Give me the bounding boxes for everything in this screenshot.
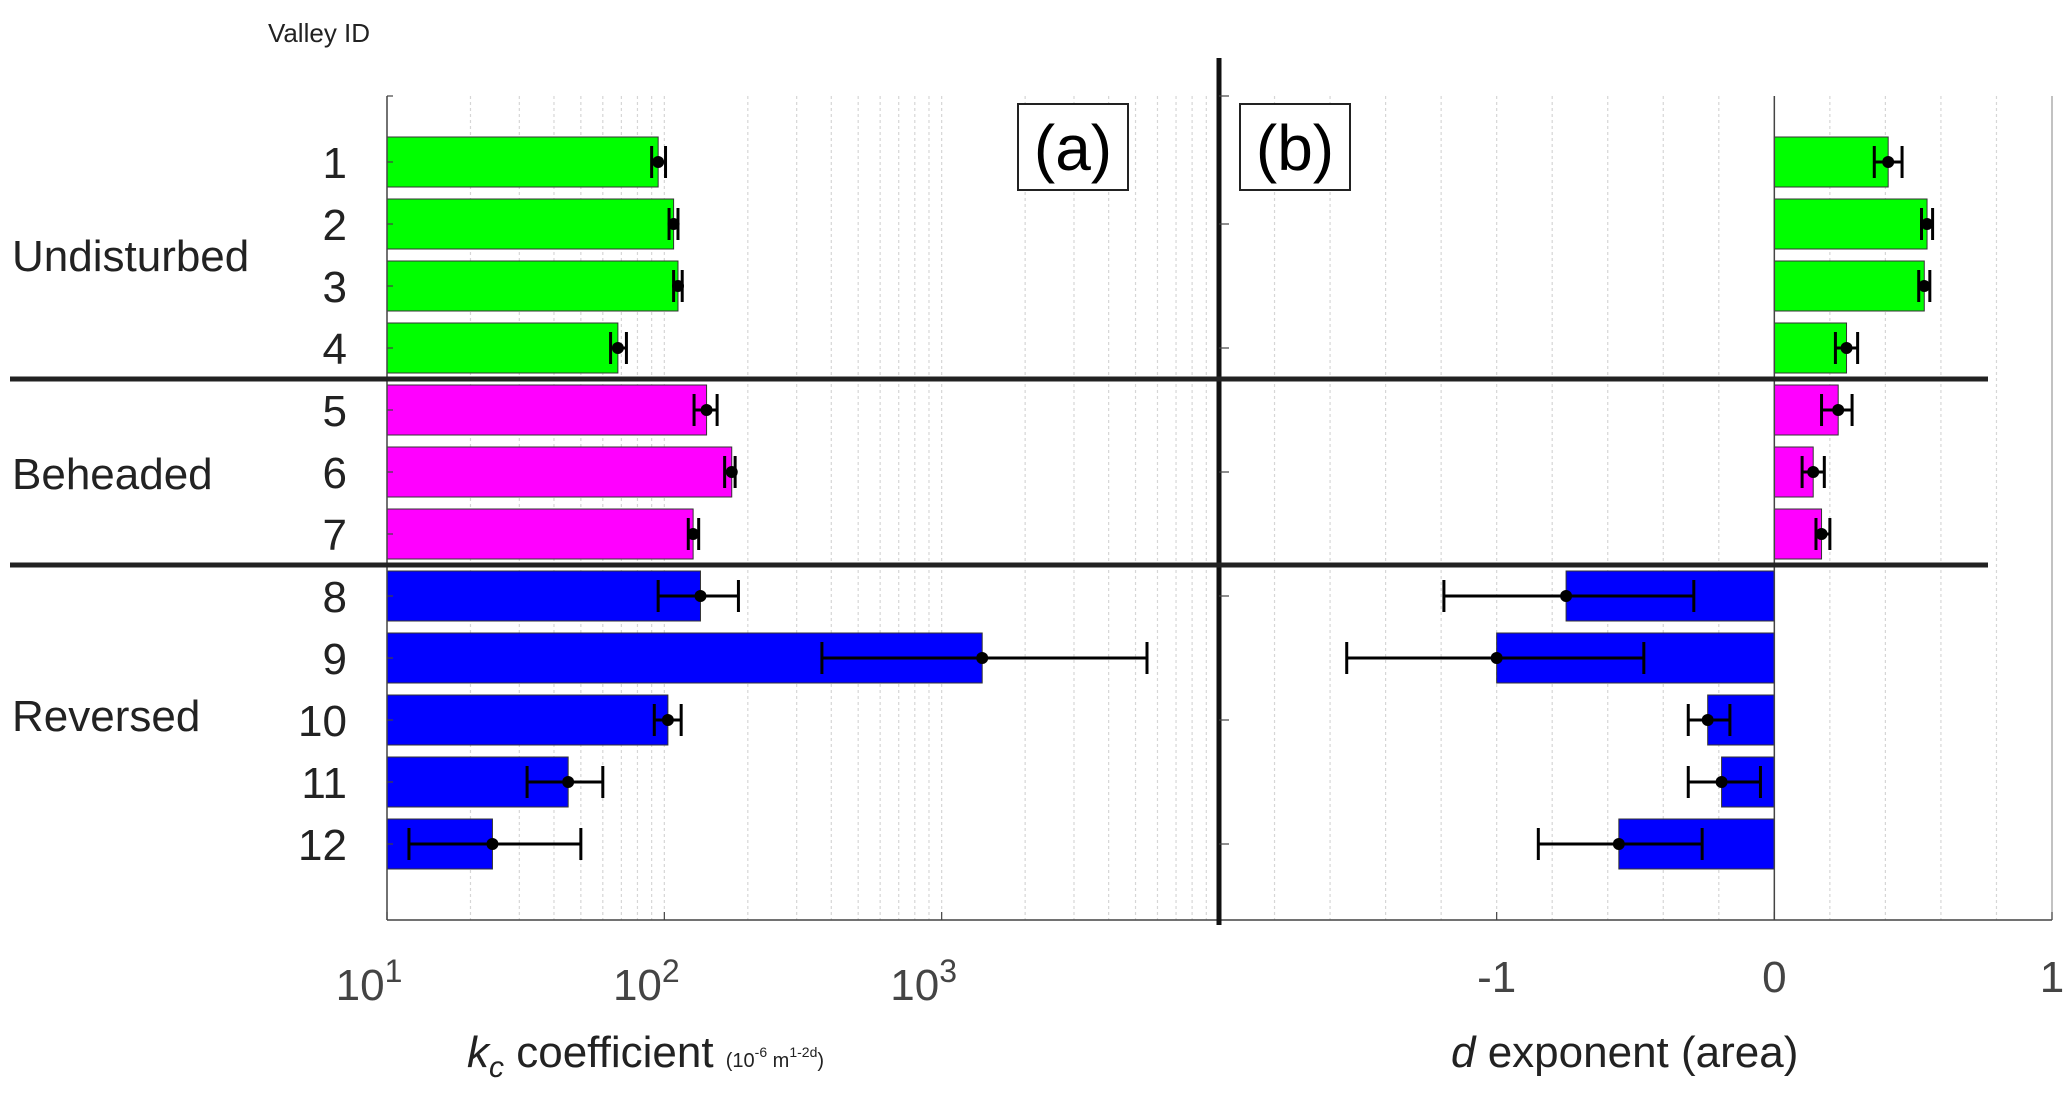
bar-b-1 <box>1773 136 1889 188</box>
point-a-5 <box>700 404 713 416</box>
bar-a-5 <box>386 384 708 436</box>
x-axis-label-b: d exponent (area) <box>1451 1028 1798 1077</box>
point-b-6 <box>1807 466 1820 478</box>
group-label-undisturbed: Undisturbed <box>12 232 249 281</box>
bar-a-2 <box>386 198 675 250</box>
category-label-12: 12 <box>298 821 347 870</box>
category-label-7: 7 <box>323 511 347 560</box>
row-header: Valley ID <box>268 18 370 48</box>
point-b-9 <box>1490 652 1503 664</box>
category-label-9: 9 <box>323 635 347 684</box>
bar-a-6 <box>386 446 733 498</box>
bar-b-2 <box>1773 198 1928 250</box>
point-a-9 <box>976 652 989 664</box>
x-tick-label-b: -1 <box>1477 953 1516 1002</box>
bar-b-7 <box>1773 508 1823 560</box>
group-label-reversed: Reversed <box>12 692 200 741</box>
bar-a-1 <box>386 136 659 188</box>
point-a-12 <box>486 838 499 850</box>
bar-a-4 <box>386 322 619 374</box>
bar-a-7 <box>386 508 694 560</box>
panel-label-box-b <box>1239 103 1351 191</box>
grid-layer <box>469 96 1998 920</box>
point-b-1 <box>1882 156 1895 168</box>
point-a-2 <box>667 218 680 230</box>
category-label-8: 8 <box>323 573 347 622</box>
category-label-1: 1 <box>323 139 347 188</box>
point-b-12 <box>1612 838 1625 850</box>
panel-label-box-a <box>1017 103 1129 191</box>
category-label-11: 11 <box>301 759 347 808</box>
point-b-8 <box>1560 590 1573 602</box>
x-tick-label-b: 0 <box>1762 953 1786 1002</box>
point-a-1 <box>652 156 665 168</box>
category-label-3: 3 <box>323 263 347 312</box>
panel-label-a: (a) <box>1034 112 1112 184</box>
point-b-2 <box>1921 218 1934 230</box>
bar-a-10 <box>386 694 669 746</box>
category-label-10: 10 <box>298 697 347 746</box>
point-a-11 <box>562 776 575 788</box>
bar-b-3 <box>1773 260 1925 312</box>
panel-label-b: (b) <box>1256 112 1334 184</box>
point-a-4 <box>611 342 624 354</box>
point-a-6 <box>725 466 738 478</box>
x-axis-label-a: kc coefficient (10-6 m1-2d) <box>467 1028 824 1084</box>
point-b-11 <box>1715 776 1728 788</box>
point-b-7 <box>1815 528 1828 540</box>
bar-a-8 <box>386 570 701 622</box>
point-a-10 <box>661 714 674 726</box>
category-label-5: 5 <box>323 387 347 436</box>
bar-layer <box>386 136 1935 870</box>
category-label-6: 6 <box>323 449 347 498</box>
category-label-2: 2 <box>323 201 347 250</box>
category-label-4: 4 <box>323 325 347 374</box>
point-b-4 <box>1840 342 1853 354</box>
bar-a-3 <box>386 260 679 312</box>
point-a-7 <box>687 528 700 540</box>
x-tick-label-a: 102 <box>613 953 680 1010</box>
point-b-3 <box>1918 280 1931 292</box>
point-b-5 <box>1832 404 1845 416</box>
point-a-3 <box>671 280 684 292</box>
x-tick-label-a: 103 <box>890 953 957 1010</box>
point-b-10 <box>1701 714 1714 726</box>
group-label-beheaded: Beheaded <box>12 450 213 499</box>
point-a-8 <box>694 590 707 602</box>
x-tick-label-a: 101 <box>336 953 403 1010</box>
x-tick-label-b: 1 <box>2040 953 2064 1002</box>
